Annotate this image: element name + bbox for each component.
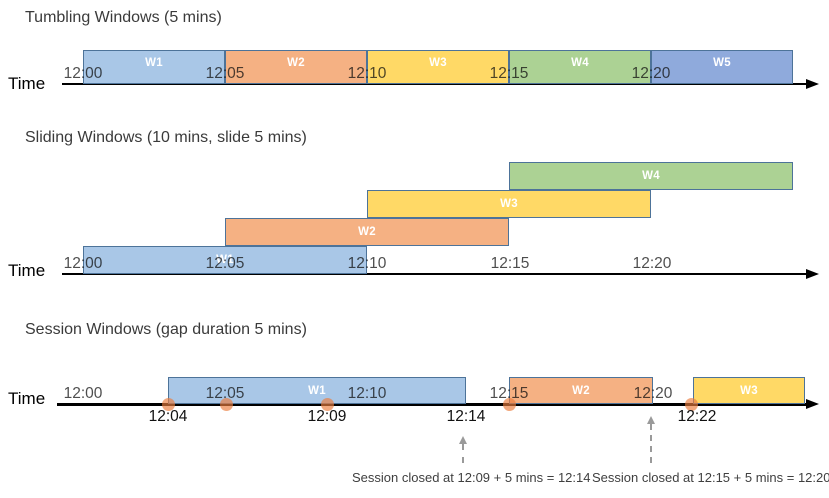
tumbling-window-w1: W1 — [83, 50, 225, 84]
sliding-window-label-w1: W1 — [216, 254, 234, 266]
session-event-time-1204: 12:04 — [148, 408, 188, 425]
session-window-w3: W3 — [693, 377, 805, 404]
sliding-time-axis-label: Time — [8, 261, 46, 280]
sliding-window-w3: W3 — [367, 190, 651, 218]
sliding-tick-1220: 12:20 — [632, 255, 672, 272]
sliding-tick-1210: 12:10 — [347, 255, 387, 272]
session-event-dot — [320, 397, 334, 411]
session-annotation-arrowhead-icon — [459, 436, 467, 444]
sliding-title: Sliding Windows (10 mins, slide 5 mins) — [25, 129, 307, 146]
session-window-w2: W2 — [509, 377, 653, 404]
session-axis-arrowhead-icon — [806, 399, 819, 409]
session-annotation-caption: Session closed at 12:09 + 5 mins = 12:14 — [352, 470, 591, 485]
sliding-window-w4: W4 — [509, 162, 793, 190]
tumbling-tick-1220: 12:20 — [631, 65, 671, 82]
tumbling-window-w4: W4 — [509, 50, 651, 84]
sliding-window-w1: W1 — [83, 246, 367, 274]
sliding-tick-1215: 12:15 — [490, 255, 530, 272]
tumbling-tick-1210: 12:10 — [347, 65, 387, 82]
sliding-tick-1200: 12:00 — [63, 255, 103, 272]
tumbling-window-label-w2: W2 — [287, 57, 305, 69]
session-window-label-w2: W2 — [572, 384, 590, 397]
sliding-time-axis — [62, 273, 808, 275]
session-annotation-arrow-icon — [647, 416, 656, 463]
session-tick-1220: 12:20 — [633, 385, 673, 402]
sliding-window-label-w2: W2 — [358, 226, 376, 238]
sliding-window-w2: W2 — [225, 218, 509, 246]
tumbling-window-label-w1: W1 — [145, 57, 163, 69]
session-window-w1: W1 — [168, 377, 466, 404]
session-tick-1210: 12:10 — [347, 385, 387, 402]
session-event-dot — [684, 397, 698, 411]
tumbling-title: Tumbling Windows (5 mins) — [25, 9, 222, 26]
session-event-time-1222: 12:22 — [677, 408, 717, 425]
session-window-label-w3: W3 — [740, 384, 758, 397]
session-window-label-w1: W1 — [308, 384, 326, 397]
tumbling-window-w2: W2 — [225, 50, 367, 84]
session-tick-1200: 12:00 — [63, 385, 103, 402]
session-annotation-arrow-shaft — [462, 444, 464, 463]
tumbling-window-w3: W3 — [367, 50, 509, 84]
session-tick-1205: 12:05 — [205, 385, 245, 402]
tumbling-time-axis-label: Time — [8, 74, 46, 93]
session-time-axis-label: Time — [8, 389, 46, 408]
session-tick-1215: 12:15 — [489, 385, 529, 402]
session-event-time-1209: 12:09 — [307, 408, 347, 425]
tumbling-tick-1205: 12:05 — [205, 65, 245, 82]
tumbling-window-label-w4: W4 — [571, 57, 589, 69]
session-annotation-arrowhead-icon — [647, 416, 655, 424]
session-title: Session Windows (gap duration 5 mins) — [25, 321, 307, 338]
sliding-tick-1205: 12:05 — [205, 255, 245, 272]
tumbling-tick-1200: 12:00 — [63, 65, 103, 82]
tumbling-axis-arrowhead-icon — [806, 79, 819, 89]
tumbling-window-label-w5: W5 — [713, 57, 731, 69]
session-event-dot — [219, 397, 233, 411]
sliding-window-label-w3: W3 — [500, 198, 518, 210]
tumbling-time-axis — [62, 83, 808, 85]
tumbling-window-label-w3: W3 — [429, 57, 447, 69]
session-event-dot — [502, 397, 516, 411]
session-time-axis — [57, 402, 808, 406]
sliding-window-label-w4: W4 — [642, 170, 660, 182]
sliding-axis-arrowhead-icon — [806, 269, 819, 279]
session-annotation-arrow-icon — [459, 436, 468, 463]
session-event-dot — [161, 397, 175, 411]
tumbling-window-w5: W5 — [651, 50, 793, 84]
tumbling-tick-1215: 12:15 — [489, 65, 529, 82]
session-event-time-1214: 12:14 — [446, 408, 486, 425]
session-annotation-caption: Session closed at 12:15 + 5 mins = 12:20 — [592, 470, 829, 485]
session-annotation-arrow-shaft — [650, 424, 652, 463]
